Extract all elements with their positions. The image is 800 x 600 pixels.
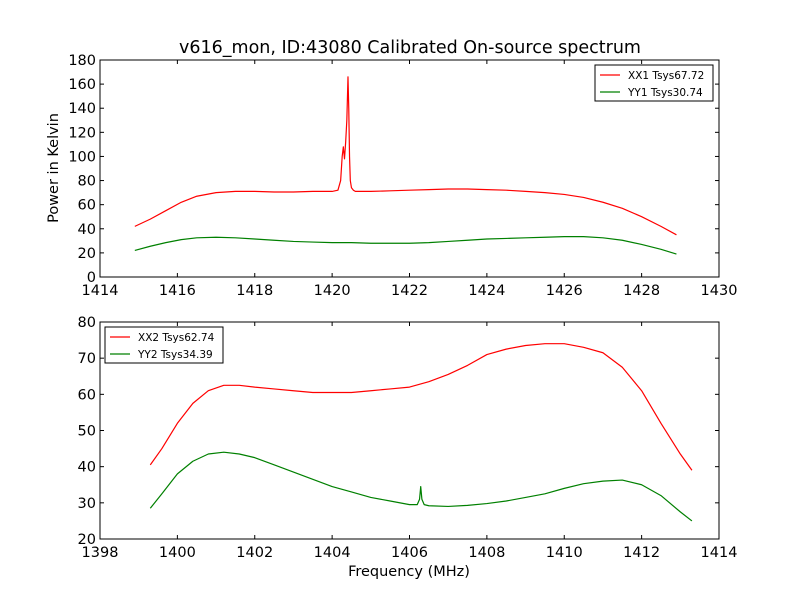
bottom-series-line-0 — [149, 343, 693, 471]
bottom-x-axis-label: Frequency (MHz) — [348, 564, 470, 580]
top-y-tick-label-4: 80 — [78, 174, 96, 190]
top-y-tick-label-9: 180 — [68, 53, 96, 69]
bottom-y-tick-label-1: 30 — [78, 496, 96, 512]
top-legend-label-1: YY1 Tsys30.74 — [627, 87, 703, 99]
bottom-x-tick-label-2: 1402 — [236, 545, 273, 561]
bottom-x-tick-label-4: 1406 — [391, 545, 428, 561]
bottom-x-tick-label-7: 1412 — [623, 545, 660, 561]
bottom-legend-box — [104, 326, 224, 364]
bottom-series-line-1 — [149, 451, 693, 522]
bottom-legend-label-0: XX2 Tsys62.74 — [138, 332, 215, 344]
bottom-x-tick-label-1: 1400 — [159, 545, 196, 561]
bottom-x-tick-label-3: 1404 — [314, 545, 351, 561]
bottom-y-tick-label-6: 80 — [78, 315, 96, 331]
bottom-x-tick-label-5: 1408 — [468, 545, 505, 561]
bottom-x-tick-label-8: 1414 — [701, 545, 738, 561]
top-series-line-0 — [134, 76, 677, 236]
top-x-tick-label-8: 1430 — [701, 283, 738, 299]
bottom-y-tick-label-3: 50 — [78, 424, 96, 440]
top-y-tick-label-2: 40 — [78, 222, 96, 238]
top-x-tick-label-3: 1420 — [314, 283, 351, 299]
top-y-tick-label-3: 60 — [78, 198, 96, 214]
top-x-tick-label-4: 1422 — [391, 283, 428, 299]
top-x-tick-label-0: 1414 — [82, 283, 119, 299]
bottom-y-tick-label-5: 70 — [78, 351, 96, 367]
top-y-tick-label-1: 20 — [78, 246, 96, 262]
top-x-tick-label-6: 1426 — [546, 283, 583, 299]
top-x-tick-label-2: 1418 — [236, 283, 273, 299]
top-y-tick-label-7: 140 — [68, 101, 96, 117]
top-y-tick-label-0: 0 — [87, 270, 96, 286]
bottom-spectrum-panel: 1398 1400 1402 1404 1406 1408 1410 1412 1414 20 30… — [78, 315, 738, 561]
bottom-y-tick-label-4: 60 — [78, 387, 96, 403]
bottom-y-tick-label-2: 40 — [78, 460, 96, 476]
top-y-tick-label-5: 100 — [68, 149, 96, 165]
top-y-tick-label-6: 120 — [68, 125, 96, 141]
top-series-line-1 — [134, 236, 677, 255]
figure-title: v616_mon, ID:43080 Calibrated On-source … — [179, 38, 641, 58]
bottom-x-tick-label-0: 1398 — [82, 545, 119, 561]
top-legend-label-0: XX1 Tsys67.72 — [628, 70, 704, 82]
top-x-tick-label-7: 1428 — [623, 283, 660, 299]
top-x-tick-label-1: 1416 — [159, 283, 196, 299]
bottom-legend-label-1: YY2 Tsys34.39 — [137, 349, 213, 361]
top-y-axis-label: Power in Kelvin — [46, 113, 62, 223]
top-legend-box — [594, 64, 714, 102]
top-spectrum-panel: 1414 1416 1418 1420 1422 1424 1426 1428 1430 0 20 4… — [68, 53, 737, 299]
top-legend: XX1 Tsys67.72 YY1 Tsys30.74 — [594, 64, 714, 102]
bottom-x-tick-label-6: 1410 — [546, 545, 583, 561]
top-y-tick-label-8: 160 — [68, 77, 96, 93]
bottom-y-tick-label-0: 20 — [78, 532, 96, 548]
top-x-tick-label-5: 1424 — [468, 283, 505, 299]
bottom-legend: XX2 Tsys62.74 YY2 Tsys34.39 — [104, 326, 224, 364]
